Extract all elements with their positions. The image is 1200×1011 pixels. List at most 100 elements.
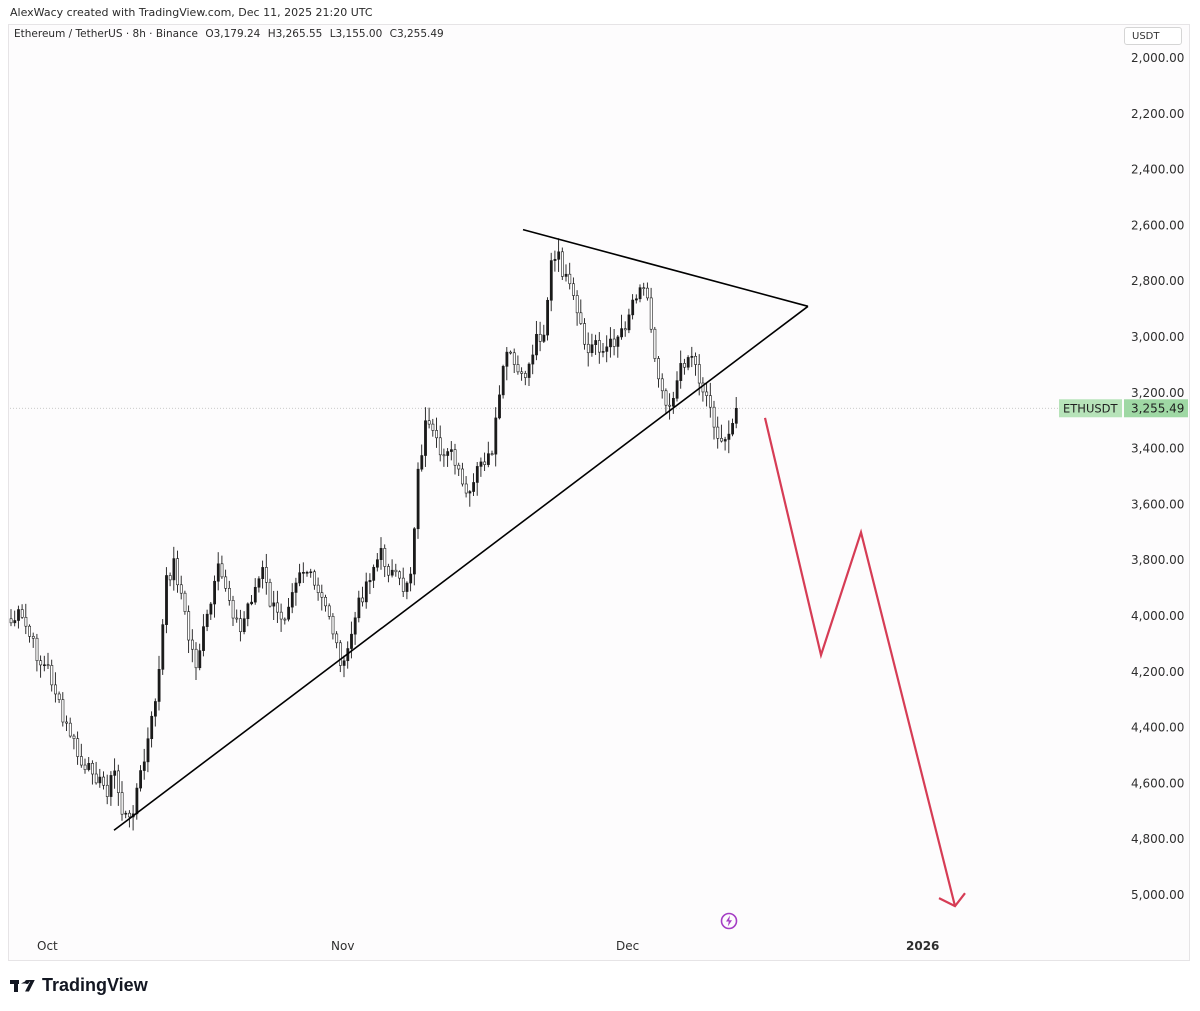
candle-body	[720, 438, 723, 442]
candle-body	[401, 577, 405, 592]
candle-body	[120, 792, 124, 815]
candle-body	[135, 787, 139, 815]
candle-body	[435, 430, 439, 439]
ticker-label: ETHUSDT	[1063, 401, 1119, 415]
candle-body	[20, 609, 24, 618]
candle-body	[253, 586, 257, 603]
candle-body	[420, 455, 424, 470]
candle-body	[601, 351, 605, 353]
candle-body	[412, 528, 416, 575]
candle-body	[579, 312, 583, 324]
candle-body	[679, 363, 683, 381]
candle-body	[301, 572, 305, 574]
projection-arrow	[763, 417, 957, 907]
x-tick-label: Nov	[331, 939, 354, 953]
candle-body	[660, 378, 664, 392]
candle-body	[520, 371, 524, 374]
candle-body	[179, 584, 183, 594]
candle-body	[390, 569, 394, 576]
candle-body	[57, 693, 61, 700]
candle-body	[405, 582, 409, 592]
candle-body	[560, 251, 564, 277]
candle-body	[117, 770, 120, 793]
legend-open: O3,179.24	[205, 28, 261, 40]
last-price-label: 3,255.49	[1131, 401, 1184, 415]
y-tick-label: 3,600.00	[1131, 497, 1184, 511]
currency-selector[interactable]: USDT	[1124, 27, 1182, 45]
chart-caption: AlexWacy created with TradingView.com, D…	[10, 6, 373, 19]
y-tick-label: 4,400.00	[1131, 721, 1184, 735]
y-tick-label: 3,400.00	[1131, 442, 1184, 456]
candle-body	[705, 391, 709, 396]
candle-body	[664, 390, 668, 406]
symbol-name[interactable]: Ethereum / TetherUS · 8h · Binance	[14, 28, 198, 40]
candle-body	[564, 273, 568, 277]
last-price-tag	[1124, 399, 1188, 418]
candle-body	[538, 333, 542, 342]
lightning-icon[interactable]	[720, 912, 738, 930]
candle-body	[187, 611, 191, 641]
candle-body	[268, 581, 272, 607]
candle-body	[357, 597, 361, 619]
candle-body	[398, 571, 402, 579]
candle-body	[35, 637, 39, 662]
y-tick-label: 3,800.00	[1131, 553, 1184, 567]
candle-body	[424, 420, 427, 456]
candle-body	[28, 625, 32, 637]
candle-body	[142, 761, 146, 771]
candle-body	[109, 775, 113, 797]
candle-body	[653, 328, 657, 359]
y-tick-label: 4,000.00	[1131, 609, 1184, 623]
candle-body	[472, 482, 476, 492]
candle-body	[338, 642, 342, 666]
tradingview-brand[interactable]: TradingView	[10, 975, 148, 996]
candle-body	[320, 592, 324, 598]
candle-body	[498, 394, 501, 419]
candle-body	[549, 260, 553, 301]
candle-body	[313, 571, 316, 586]
x-tick-label: Dec	[616, 939, 639, 953]
candle-body	[350, 633, 353, 649]
candle-body	[457, 464, 461, 470]
x-tick-label: Oct	[37, 939, 58, 953]
candle-body	[161, 624, 165, 670]
candle-body	[364, 581, 368, 603]
symbol-legend: Ethereum / TetherUS · 8h · Binance O3,17…	[14, 28, 448, 40]
y-tick-label: 3,000.00	[1131, 330, 1184, 344]
candle-body	[642, 287, 646, 289]
candle-body	[335, 633, 339, 644]
candle-body	[468, 491, 472, 494]
candle-body	[146, 738, 150, 763]
candle-body	[575, 295, 579, 314]
candle-body	[202, 626, 205, 651]
candle-body	[446, 451, 450, 456]
candle-body	[668, 404, 672, 407]
candle-body	[697, 364, 701, 384]
candle-body	[353, 617, 357, 635]
candle-body	[631, 299, 635, 316]
y-tick-label: 2,000.00	[1131, 51, 1184, 65]
candle-body	[154, 701, 157, 717]
candle-body	[331, 616, 335, 635]
candle-body	[17, 609, 20, 621]
candle-body	[224, 576, 228, 589]
candle-body	[276, 602, 279, 613]
candle-body	[505, 351, 509, 367]
x-tick-label: 2026	[906, 939, 939, 953]
candle-body	[213, 580, 217, 605]
candle-body	[124, 812, 128, 815]
candle-body	[512, 352, 516, 365]
candle-body	[694, 355, 698, 365]
candle-body	[239, 618, 242, 633]
candle-body	[553, 259, 557, 261]
candle-body	[231, 600, 235, 619]
candle-body	[416, 468, 420, 530]
candle-body	[675, 380, 679, 399]
candle-body	[394, 569, 398, 573]
candle-body	[712, 406, 716, 428]
candle-body	[516, 364, 520, 373]
candle-body	[620, 328, 624, 338]
y-tick-label: 4,800.00	[1131, 832, 1184, 846]
candle-body	[298, 572, 302, 584]
